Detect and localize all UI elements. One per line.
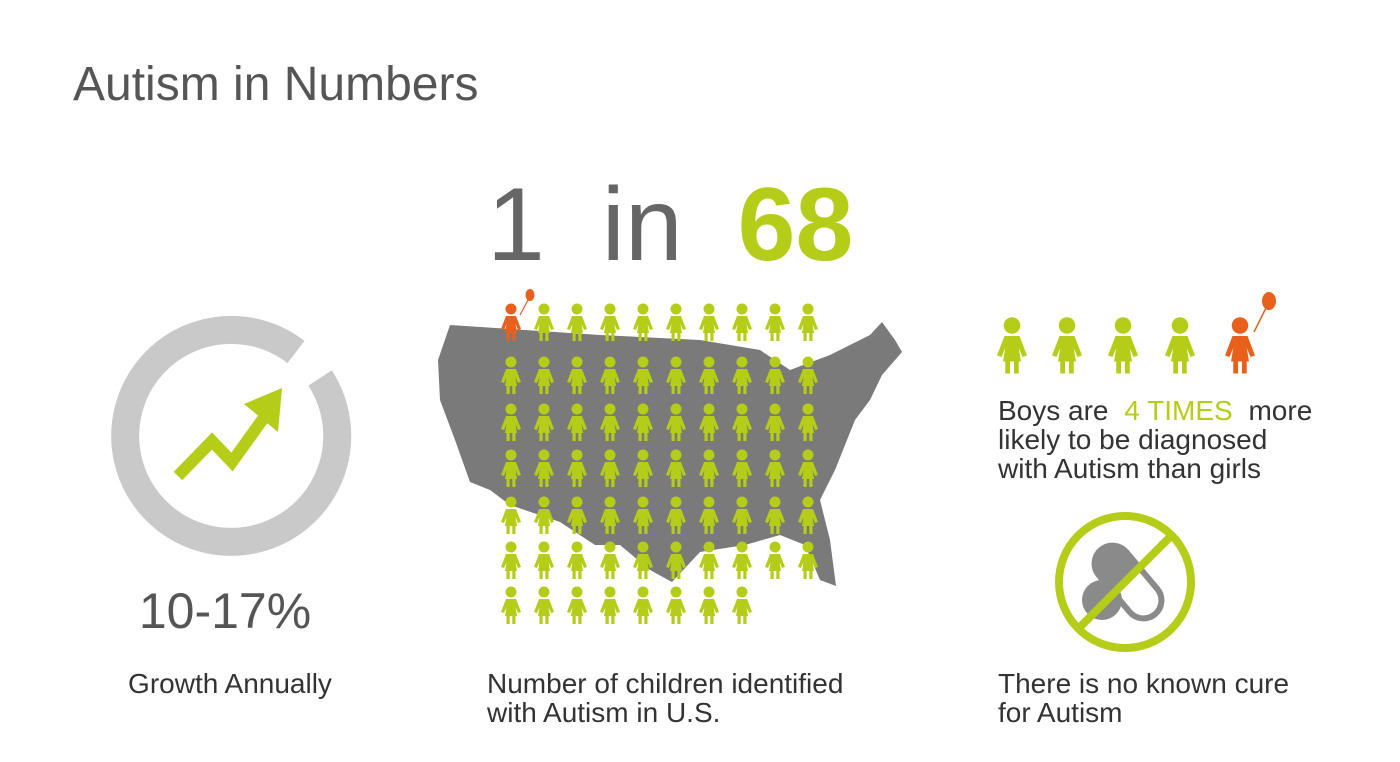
child-icon [765, 303, 785, 341]
caption-line: with Autism in U.S. [486, 697, 720, 728]
growth-value: 10-17% [139, 583, 311, 639]
growth-arrow [173, 408, 273, 481]
child-icon [501, 586, 521, 624]
child-icon [567, 541, 587, 579]
child-icon [600, 586, 620, 624]
us-map [438, 322, 902, 586]
gender-icons [997, 292, 1276, 374]
child-icon [765, 541, 785, 579]
caption-line: Number of children identified [487, 668, 843, 699]
child-icon [798, 303, 818, 341]
cure-caption: There is no known cure for Autism [998, 668, 1297, 728]
growth-caption: Growth Annually [128, 668, 332, 699]
child-icon [600, 541, 620, 579]
boy-icon [997, 317, 1027, 374]
boy-icon [1108, 317, 1138, 374]
child-icon [732, 586, 752, 624]
child-icon [633, 586, 653, 624]
boy-icon [1052, 317, 1082, 374]
gender-line: with Autism than girls [997, 453, 1261, 484]
gender-text: Boys are 4 TIMES more likely to be diagn… [997, 395, 1320, 484]
caption-line: There is no known cure [998, 668, 1289, 699]
child-icon [567, 586, 587, 624]
no-cure-icon [1055, 512, 1195, 652]
child-icon [732, 303, 752, 341]
child-icon [666, 586, 686, 624]
children-grid [501, 289, 818, 624]
child-icon [666, 303, 686, 341]
child-icon [534, 541, 554, 579]
child-icon [699, 586, 719, 624]
gender-highlight: 4 TIMES [1124, 395, 1232, 426]
ratio-numerator: 1 [487, 167, 545, 283]
child-icon [534, 586, 554, 624]
prevalence-caption: Number of children identified with Autis… [486, 668, 851, 728]
ratio-denominator: 68 [738, 167, 854, 283]
girl-icon [1225, 292, 1276, 374]
gender-pre: Boys are [998, 395, 1109, 426]
boy-icon [1165, 317, 1195, 374]
ratio: 1 in 68 [487, 167, 853, 283]
child-icon [633, 303, 653, 341]
child-icon-highlight [501, 289, 535, 341]
caption-line: for Autism [998, 697, 1122, 728]
growth-arrowhead [244, 388, 282, 432]
growth-ring [111, 315, 352, 556]
gender-line: likely to be diagnosed [998, 424, 1267, 455]
gender-post: more [1248, 395, 1312, 426]
child-icon [732, 541, 752, 579]
child-icon [501, 541, 521, 579]
child-icon [699, 303, 719, 341]
ratio-connector: in [602, 167, 683, 283]
growth-icon [111, 315, 352, 556]
title: Autism in Numbers [73, 58, 478, 111]
